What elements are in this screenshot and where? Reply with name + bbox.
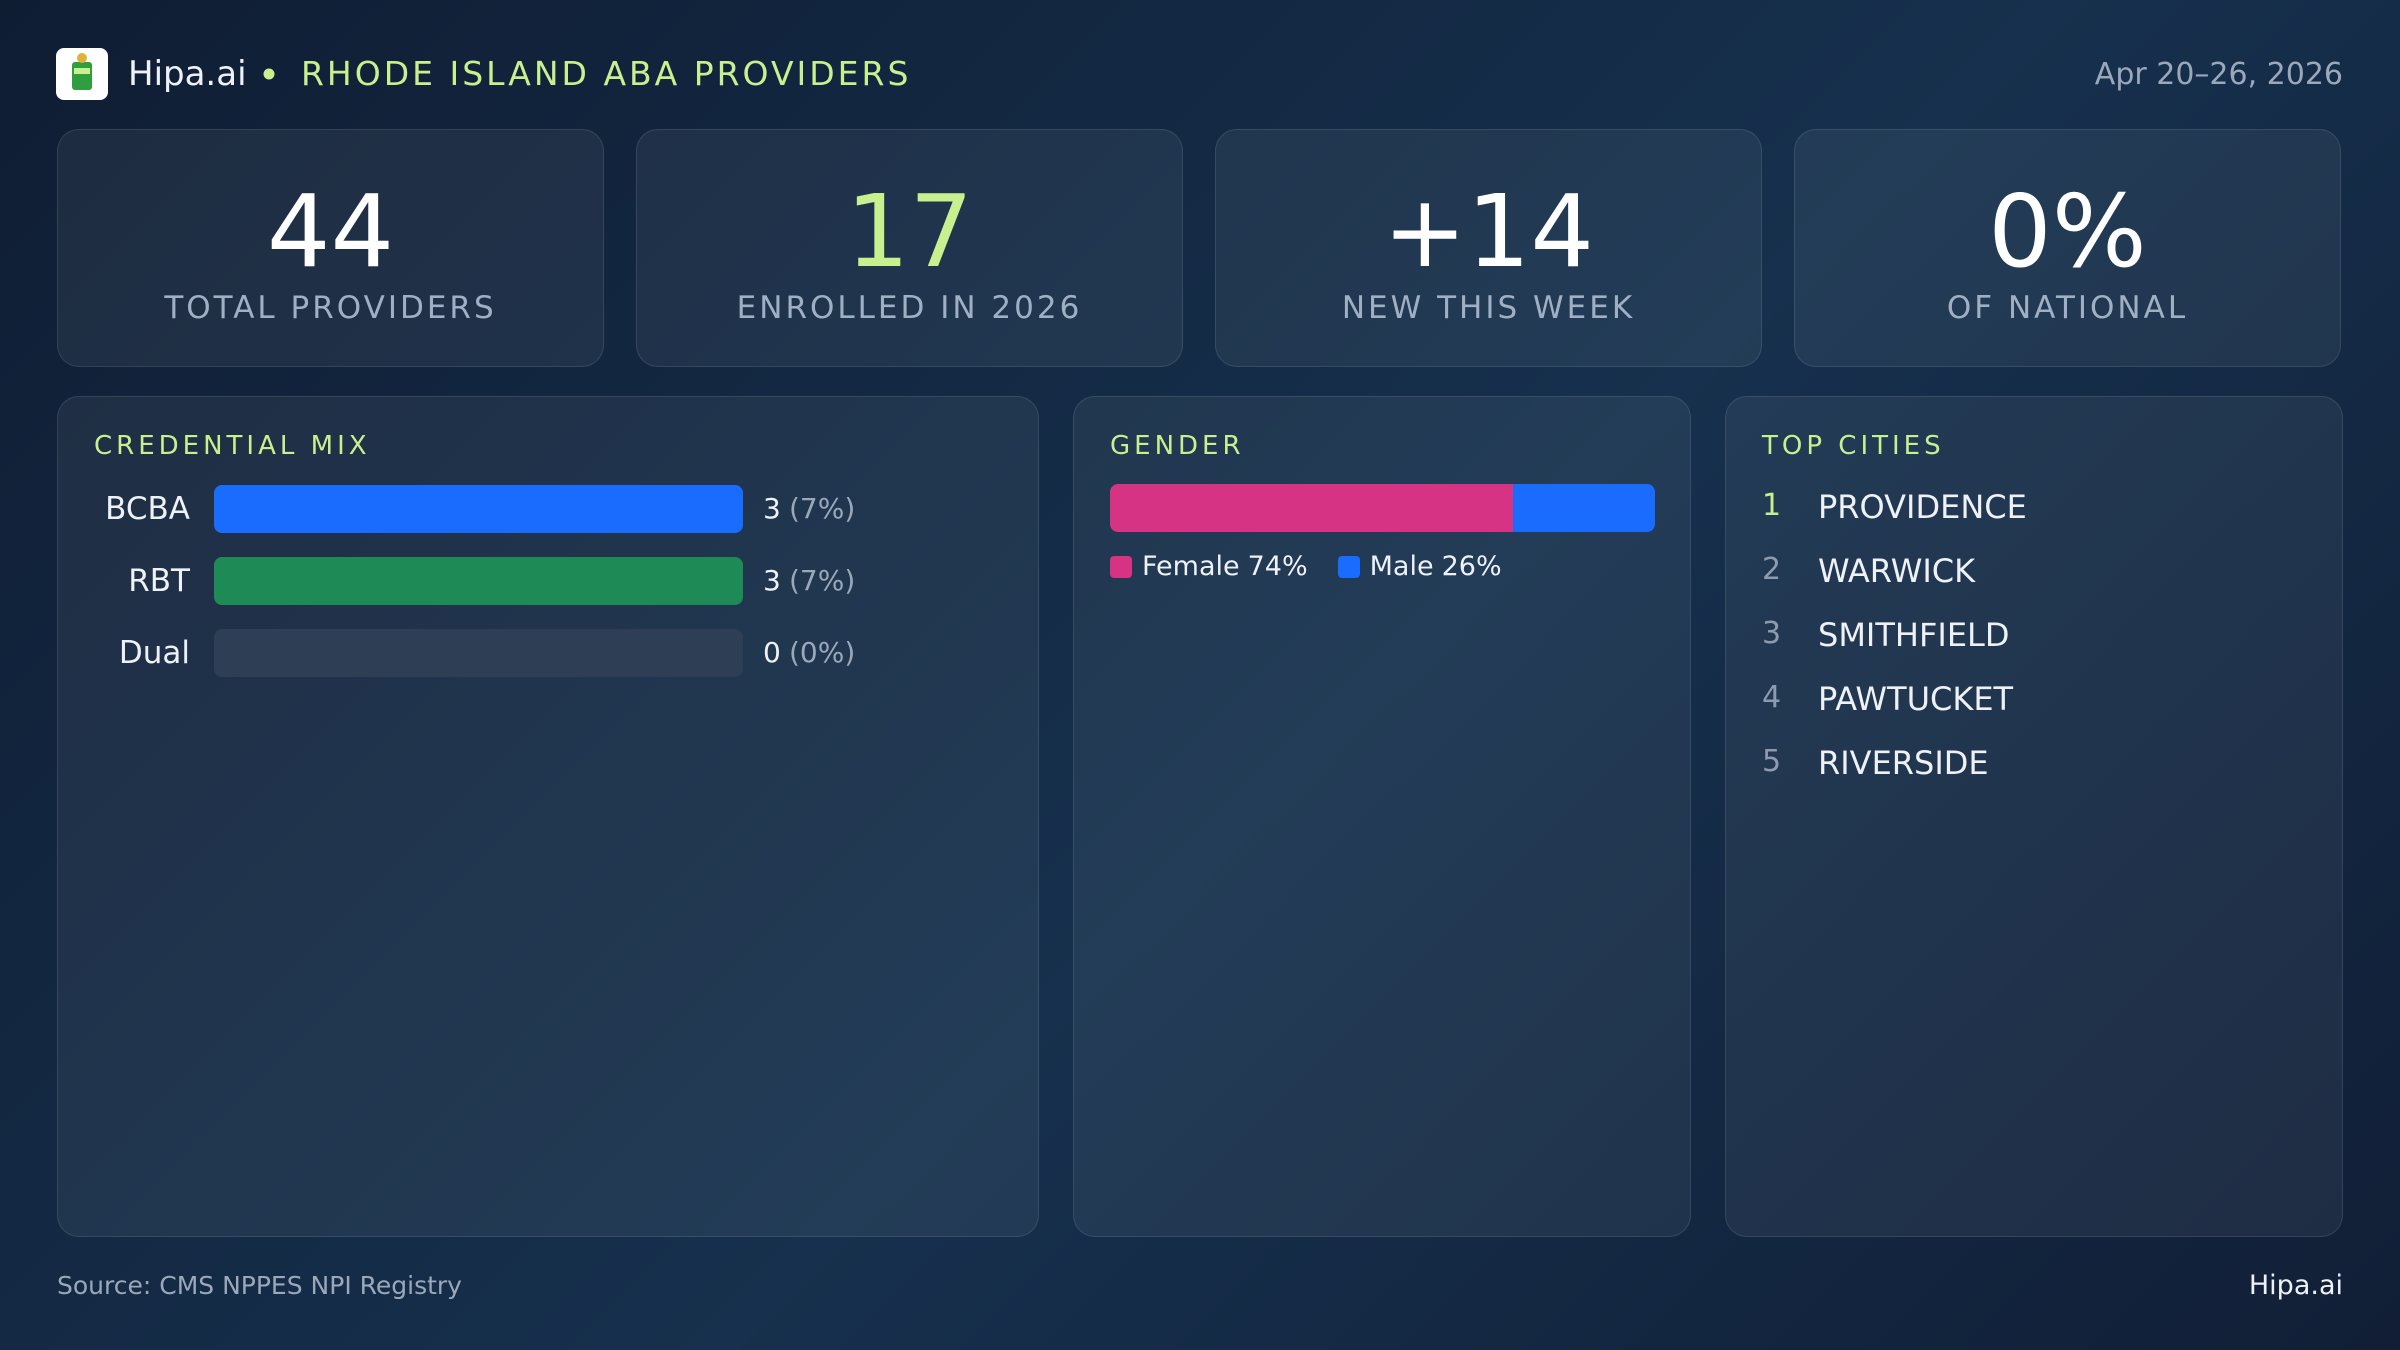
stat-card: 44 TOTAL PROVIDERS: [57, 129, 604, 367]
stat-label: ENROLLED IN 2026: [736, 290, 1083, 326]
legend-name: Male: [1369, 551, 1434, 582]
separator-dot: [263, 68, 275, 80]
percent-label: (7%): [789, 492, 856, 525]
city-rank: 4: [1762, 680, 1782, 715]
city-name: PAWTUCKET: [1818, 680, 2014, 718]
stat-label: OF NATIONAL: [1946, 290, 2189, 326]
gender-panel: GENDER Female 74% Male 26%: [1073, 396, 1691, 1237]
credential-label: Dual: [118, 635, 190, 671]
legend-value: 74%: [1247, 551, 1308, 582]
legend-item: Female 74%: [1110, 551, 1308, 582]
source: Source: CMS NPPES NPI Registry: [57, 1271, 462, 1300]
city-name: PROVIDENCE: [1818, 488, 2027, 526]
stat-value: 44: [266, 173, 395, 290]
count-label: 3: [763, 492, 781, 525]
legend: Female 74% Male 26%: [1110, 551, 1502, 582]
bar-track: [214, 629, 743, 677]
bar-track: [214, 557, 743, 605]
legend-value: 26%: [1441, 551, 1502, 582]
page-title: RHODE ISLAND ABA PROVIDERS: [301, 54, 912, 93]
bar: [214, 485, 743, 533]
stat-label: NEW THIS WEEK: [1341, 290, 1636, 326]
gender-bar: [1110, 484, 1655, 532]
brand: Hipa.ai: [128, 54, 247, 94]
bar-track: [214, 485, 743, 533]
credential-panel: CREDENTIAL MIX BCBA 3 (7%) RBT 3 (7%) Dual 0 (0%…: [57, 396, 1039, 1237]
city-rank: 3: [1762, 616, 1782, 651]
city-name: WARWICK: [1818, 552, 1976, 590]
city-rank: 2: [1762, 552, 1782, 587]
cities-panel: TOP CITIES 1 PROVIDENCE 2 WARWICK 3 SMITHFIEL…: [1725, 396, 2343, 1237]
legend-item: Male 26%: [1337, 551, 1502, 582]
credential-label: RBT: [128, 563, 190, 599]
city-name: RIVERSIDE: [1818, 744, 1989, 782]
gender-segment: [1110, 484, 1514, 532]
city-rank: 1: [1762, 488, 1782, 523]
panel-title: GENDER: [1110, 431, 1245, 461]
date-range: Apr 20–26, 2026: [2094, 57, 2343, 92]
percent-label: (7%): [789, 564, 856, 597]
stat-value: +14: [1382, 173, 1595, 290]
footer-brand: Hipa.ai: [2248, 1270, 2343, 1301]
stat-card: 0% OF NATIONAL: [1794, 129, 2341, 367]
panel-title: TOP CITIES: [1762, 431, 1945, 461]
stat-card: +14 NEW THIS WEEK: [1215, 129, 1762, 367]
logo: [56, 48, 108, 100]
legend-swatch: [1337, 555, 1360, 578]
legend-name: Female: [1142, 551, 1240, 582]
gender-segment: [1513, 484, 1655, 532]
stat-label: TOTAL PROVIDERS: [164, 290, 497, 326]
stat-card: 17 ENROLLED IN 2026: [636, 129, 1183, 367]
city-name: SMITHFIELD: [1818, 616, 2010, 654]
stat-value: 17: [845, 173, 974, 290]
count-label: 0: [763, 636, 781, 669]
panel-title: CREDENTIAL MIX: [94, 431, 371, 461]
city-rank: 5: [1762, 744, 1782, 779]
legend-swatch: [1110, 555, 1132, 578]
stat-value: 0%: [1988, 173, 2147, 290]
percent-label: (0%): [789, 636, 856, 669]
bar: [214, 557, 743, 605]
count-label: 3: [763, 564, 781, 597]
credential-label: BCBA: [105, 491, 190, 527]
